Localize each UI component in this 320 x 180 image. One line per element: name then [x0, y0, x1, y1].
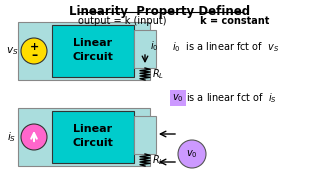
Bar — [18, 22, 150, 80]
Text: $i_S$: $i_S$ — [7, 130, 17, 144]
Bar — [134, 116, 156, 154]
Text: is a linear fct of  $i_S$: is a linear fct of $i_S$ — [183, 91, 277, 105]
Text: Linear
Circuit: Linear Circuit — [73, 38, 113, 62]
Text: $R_L$: $R_L$ — [152, 153, 164, 167]
Text: $i_0$: $i_0$ — [150, 39, 159, 53]
Text: –: – — [31, 48, 37, 62]
Text: $v_S$: $v_S$ — [6, 45, 18, 57]
Bar — [18, 108, 150, 166]
Text: Linearity  Property Defined: Linearity Property Defined — [69, 5, 251, 18]
Text: output = k (input): output = k (input) — [78, 16, 166, 26]
Text: +: + — [29, 42, 39, 52]
Circle shape — [21, 38, 47, 64]
Text: $v_0$: $v_0$ — [172, 92, 184, 104]
Text: k = constant: k = constant — [200, 16, 269, 26]
Text: Linear
Circuit: Linear Circuit — [73, 124, 113, 148]
Circle shape — [21, 124, 47, 150]
Text: $i_0$  is a linear fct of  $v_S$: $i_0$ is a linear fct of $v_S$ — [172, 40, 279, 54]
Text: $R_L$: $R_L$ — [152, 67, 164, 81]
Bar — [52, 25, 134, 77]
Circle shape — [178, 140, 206, 168]
Text: $v_0$: $v_0$ — [186, 148, 198, 160]
Bar — [52, 111, 134, 163]
Bar — [134, 30, 156, 68]
